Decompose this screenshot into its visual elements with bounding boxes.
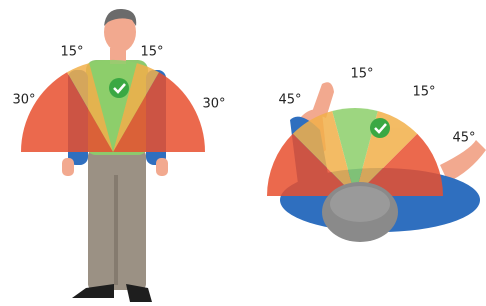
angle-label: 15° <box>60 45 83 60</box>
angle-label: 15° <box>350 67 373 82</box>
angle-label: 45° <box>452 131 475 146</box>
ergonomics-diagram: 15° 15° 30° 30° 45° 15° 15° 45° <box>0 0 486 306</box>
angle-label: 15° <box>140 45 163 60</box>
front-reach-fan <box>21 60 205 152</box>
check-icon <box>370 118 390 138</box>
check-icon <box>109 78 129 98</box>
angle-label: 30° <box>12 93 35 108</box>
angle-label: 30° <box>202 97 225 112</box>
top-view-head <box>322 182 398 242</box>
angle-label: 15° <box>412 85 435 100</box>
angle-label: 45° <box>278 93 301 108</box>
